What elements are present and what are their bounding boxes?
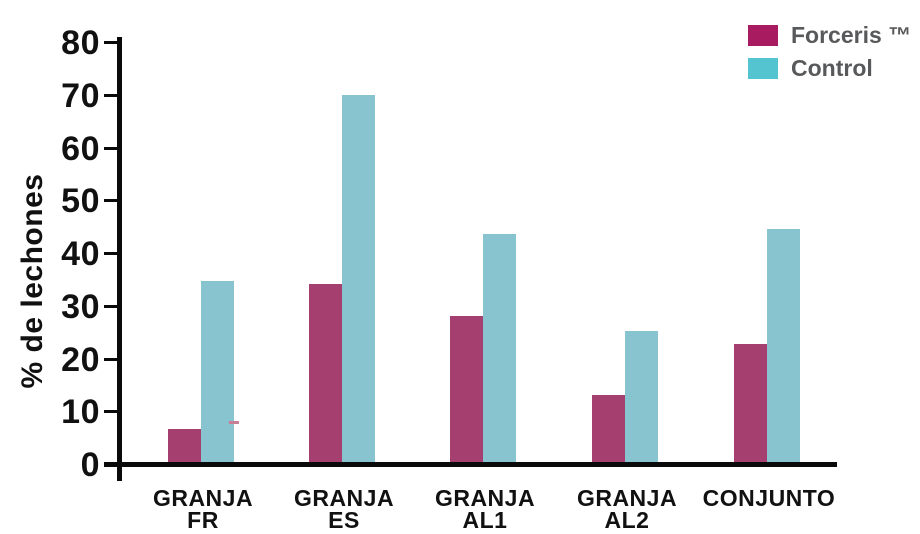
y-tick-80: [104, 41, 117, 44]
y-tick-label-0: 0: [80, 446, 100, 484]
y-tick-60: [104, 146, 117, 150]
x-category-label-granja-fr: GRANJA FR: [152, 485, 254, 533]
legend-label: Control: [791, 55, 873, 81]
x-axis-line: [104, 462, 837, 467]
stray-mark: [229, 421, 239, 424]
bar-control-conjunto: [767, 228, 800, 462]
forceris-swatch: [748, 24, 778, 46]
y-tick-40: [104, 252, 117, 255]
y-tick-50: [104, 199, 117, 203]
x-category-label-granja-al2: GRANJA AL2: [576, 485, 678, 533]
y-tick-10: [104, 410, 117, 414]
control-swatch: [748, 57, 778, 79]
bar-control-granja-al2: [625, 330, 658, 462]
y-tick-label-70: 70: [61, 76, 100, 115]
bar-control-granja-fr: [201, 280, 234, 462]
bar-forceris-granja-fr: [168, 429, 201, 462]
bar-control-granja-es: [342, 95, 375, 462]
x-category-label-granja-al1: GRANJA AL1: [434, 485, 536, 533]
y-tick-0: [104, 463, 117, 466]
legend-item-forceris: Forceris ™: [748, 23, 911, 47]
y-tick-label-80: 80: [61, 24, 100, 62]
y-tick-70: [104, 93, 117, 97]
y-tick-20: [104, 357, 117, 361]
bar-forceris-conjunto: [734, 343, 767, 462]
y-tick-label-30: 30: [61, 287, 100, 326]
legend: Forceris ™ Control: [748, 23, 911, 89]
y-axis-line: [117, 37, 122, 481]
bar-forceris-granja-es: [309, 284, 342, 462]
y-tick-label-20: 20: [61, 340, 100, 379]
y-tick-label-60: 60: [61, 129, 100, 168]
bar-forceris-granja-al1: [450, 315, 483, 462]
x-category-label-conjunto: CONJUNTO: [702, 485, 836, 511]
legend-item-control: Control: [748, 56, 911, 80]
y-tick-label-40: 40: [61, 235, 100, 273]
bar-control-granja-al1: [483, 233, 516, 462]
legend-label: Forceris ™: [791, 22, 912, 48]
x-category-label-granja-es: GRANJA ES: [293, 485, 395, 533]
y-tick-label-10: 10: [61, 393, 100, 432]
y-tick-label-50: 50: [61, 182, 100, 221]
y-tick-30: [104, 304, 117, 308]
bar-forceris-granja-al2: [592, 395, 625, 462]
